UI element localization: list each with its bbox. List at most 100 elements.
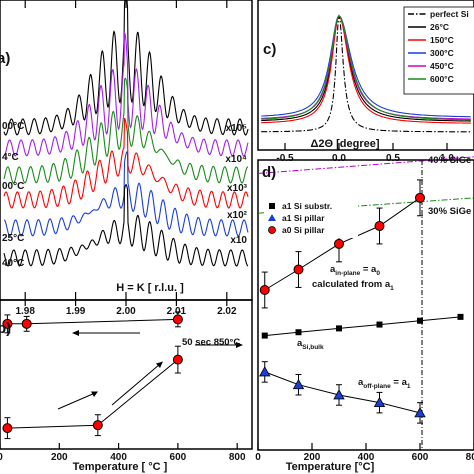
legend-entry: 26°C xyxy=(430,22,449,32)
panel-d-ticks: 0 200 400 600 800 xyxy=(255,443,474,463)
panel-d-bulk-annotation: aSi,bulk xyxy=(297,338,324,351)
legend-entry: perfect Si xyxy=(430,9,469,19)
panel-d-label: d) xyxy=(262,164,276,181)
panel-b-top-axis: 1.98 1.99 2.00 2.01 2.02 xyxy=(15,300,237,317)
legend-entry: 300°C xyxy=(430,48,454,58)
scale-factor-2: x10³ xyxy=(227,183,248,194)
panel-b-top-tick-label: 1.99 xyxy=(66,306,86,317)
curve-26°C xyxy=(261,15,471,122)
data-point xyxy=(92,420,103,431)
scale-factor-3: x10² xyxy=(227,210,248,221)
panel-d-x-tick-label: 0 xyxy=(255,452,261,463)
panel-b-annotation: 50 sec 850°C xyxy=(182,337,240,348)
legend-entry: a0 Si pillar xyxy=(282,225,325,235)
temperature-label-2: 00°C xyxy=(2,181,24,192)
svg-text:aoff-plane = a1: aoff-plane = a1 xyxy=(358,377,411,390)
temperature-label-0: 00°C xyxy=(2,121,24,132)
svg-text:calculated from a1: calculated from a1 xyxy=(312,279,394,292)
panel-c-frame xyxy=(257,0,474,151)
panel-d-legend: a1 Si substr. a1 Si pillar a0 Si pillar xyxy=(264,196,358,238)
curve-perfect Si xyxy=(261,14,471,133)
panel-a-x-label: H = K [ r.l.u. ] xyxy=(116,282,184,294)
panel-d-x-tick-label: 800 xyxy=(466,452,474,463)
curve-125°C xyxy=(3,151,249,237)
data-point-circle xyxy=(374,221,385,231)
legend-entry: 600°C xyxy=(430,74,454,84)
panel-d-x-tick-label: 200 xyxy=(304,452,321,463)
data-point xyxy=(2,423,13,434)
panel-b-top-tick-label: 1.98 xyxy=(15,306,35,317)
data-point-square xyxy=(417,317,423,324)
panel-c-legend: perfect Si 26°C 150°C 300°C 450°C 600°C xyxy=(403,6,474,95)
panel-a-curves xyxy=(3,0,249,267)
panel-b-x-tick-label: 0 xyxy=(0,452,3,463)
panel-c-x-tick-label: -0.5 xyxy=(276,153,294,164)
panel-b-top-tick-label: 2.02 xyxy=(217,306,237,317)
panel-d-data xyxy=(259,179,464,424)
legend-entry: a1 Si pillar xyxy=(282,213,325,223)
reference-label: 30% SiGe xyxy=(428,206,471,217)
curve-150°C xyxy=(261,15,471,124)
panel-c-x-label: Δ2Θ [degree] xyxy=(310,138,379,150)
legend-entry: 150°C xyxy=(430,35,454,45)
panel-c-x-tick-label: 0.5 xyxy=(386,153,400,164)
data-point xyxy=(21,318,32,329)
reference-line xyxy=(257,156,474,175)
legend-marker xyxy=(269,203,275,209)
panel-b: 1.981.992.002.012.02 0200400600800 50 se… xyxy=(0,299,253,473)
scale-factor-0: x10⁵ xyxy=(226,123,248,134)
data-point-square xyxy=(261,332,268,339)
data-point-circle xyxy=(259,285,270,295)
panel-c-label: c) xyxy=(263,41,276,58)
curve-300°C xyxy=(3,77,249,184)
panel-b-x-tick-label: 400 xyxy=(110,452,127,463)
reference-label: 40% SiGe xyxy=(428,155,471,166)
panel-c-x-tick-label: 0.0 xyxy=(332,153,346,164)
data-point-square xyxy=(336,325,342,332)
svg-text:ain-plane = a0: ain-plane = a0 xyxy=(330,264,380,277)
panel-d-line-a1 Si substr. xyxy=(264,316,461,337)
curve-450°C xyxy=(3,31,249,157)
panel-b-line-upper xyxy=(7,318,178,325)
panel-d: 40% SiGe 30% SiGe 0 200 400 600 800 a1 Si sub… xyxy=(255,155,474,473)
curve-600°C xyxy=(261,15,471,121)
panel-b-bottom-axis: 0 200 400 600 800 xyxy=(0,443,246,463)
data-point-square xyxy=(457,313,464,320)
legend-entry: 450°C xyxy=(430,61,454,71)
data-point-square xyxy=(376,321,383,328)
legend-marker xyxy=(268,214,276,221)
data-point xyxy=(172,354,183,365)
legend-marker xyxy=(268,226,276,234)
panel-d-inplane-annotation: ain-plane = a0 calculated from a1 xyxy=(312,264,394,292)
data-point-triangle xyxy=(333,389,345,400)
data-point-triangle xyxy=(259,366,271,377)
data-point-triangle xyxy=(292,378,305,390)
panel-b-x-label: Temperature [ °C ] xyxy=(73,461,168,473)
panel-c: -0.50.00.51.0 perfect Si26°C150°C300°C45… xyxy=(257,0,474,164)
panel-b-top-tick-label: 2.00 xyxy=(116,306,136,317)
data-point-circle xyxy=(334,238,344,249)
panel-b-data xyxy=(2,311,183,440)
data-point-square xyxy=(295,329,302,336)
temperature-label-5: 40°C xyxy=(2,258,24,269)
panel-a-temperature-labels: 00°C x10⁵ 4°C x10⁴ 00°C x10³ x10² 25°C x10 40°C xyxy=(2,121,248,269)
data-point xyxy=(2,318,13,329)
panel-b-x-tick-label: 600 xyxy=(170,452,187,463)
svg-text:aSi,bulk: aSi,bulk xyxy=(297,338,324,351)
panel-b-x-tick-label: 800 xyxy=(229,452,246,463)
temperature-label-1: 4°C xyxy=(2,152,19,163)
panel-b-x-tick-label: 200 xyxy=(51,452,68,463)
panel-d-x-tick-label: 400 xyxy=(358,452,375,463)
panel-d-offplane-annotation: aoff-plane = a1 xyxy=(358,377,411,390)
panel-d-x-tick-label: 600 xyxy=(412,452,429,463)
panel-d-x-label: Temperature [°C] xyxy=(286,461,375,473)
curve-40°C xyxy=(3,183,249,267)
panel-c-curves xyxy=(261,14,471,133)
panel-a-ticks xyxy=(24,0,228,300)
panel-b-arrows xyxy=(57,330,243,410)
curve-600°C xyxy=(3,0,249,136)
panel-b-label: b) xyxy=(0,320,11,337)
panel-a: 00°C x10⁵ 4°C x10⁴ 00°C x10³ x10² 25°C x10 40°C a… xyxy=(0,0,253,301)
scale-factor-4: x10 xyxy=(230,235,247,246)
